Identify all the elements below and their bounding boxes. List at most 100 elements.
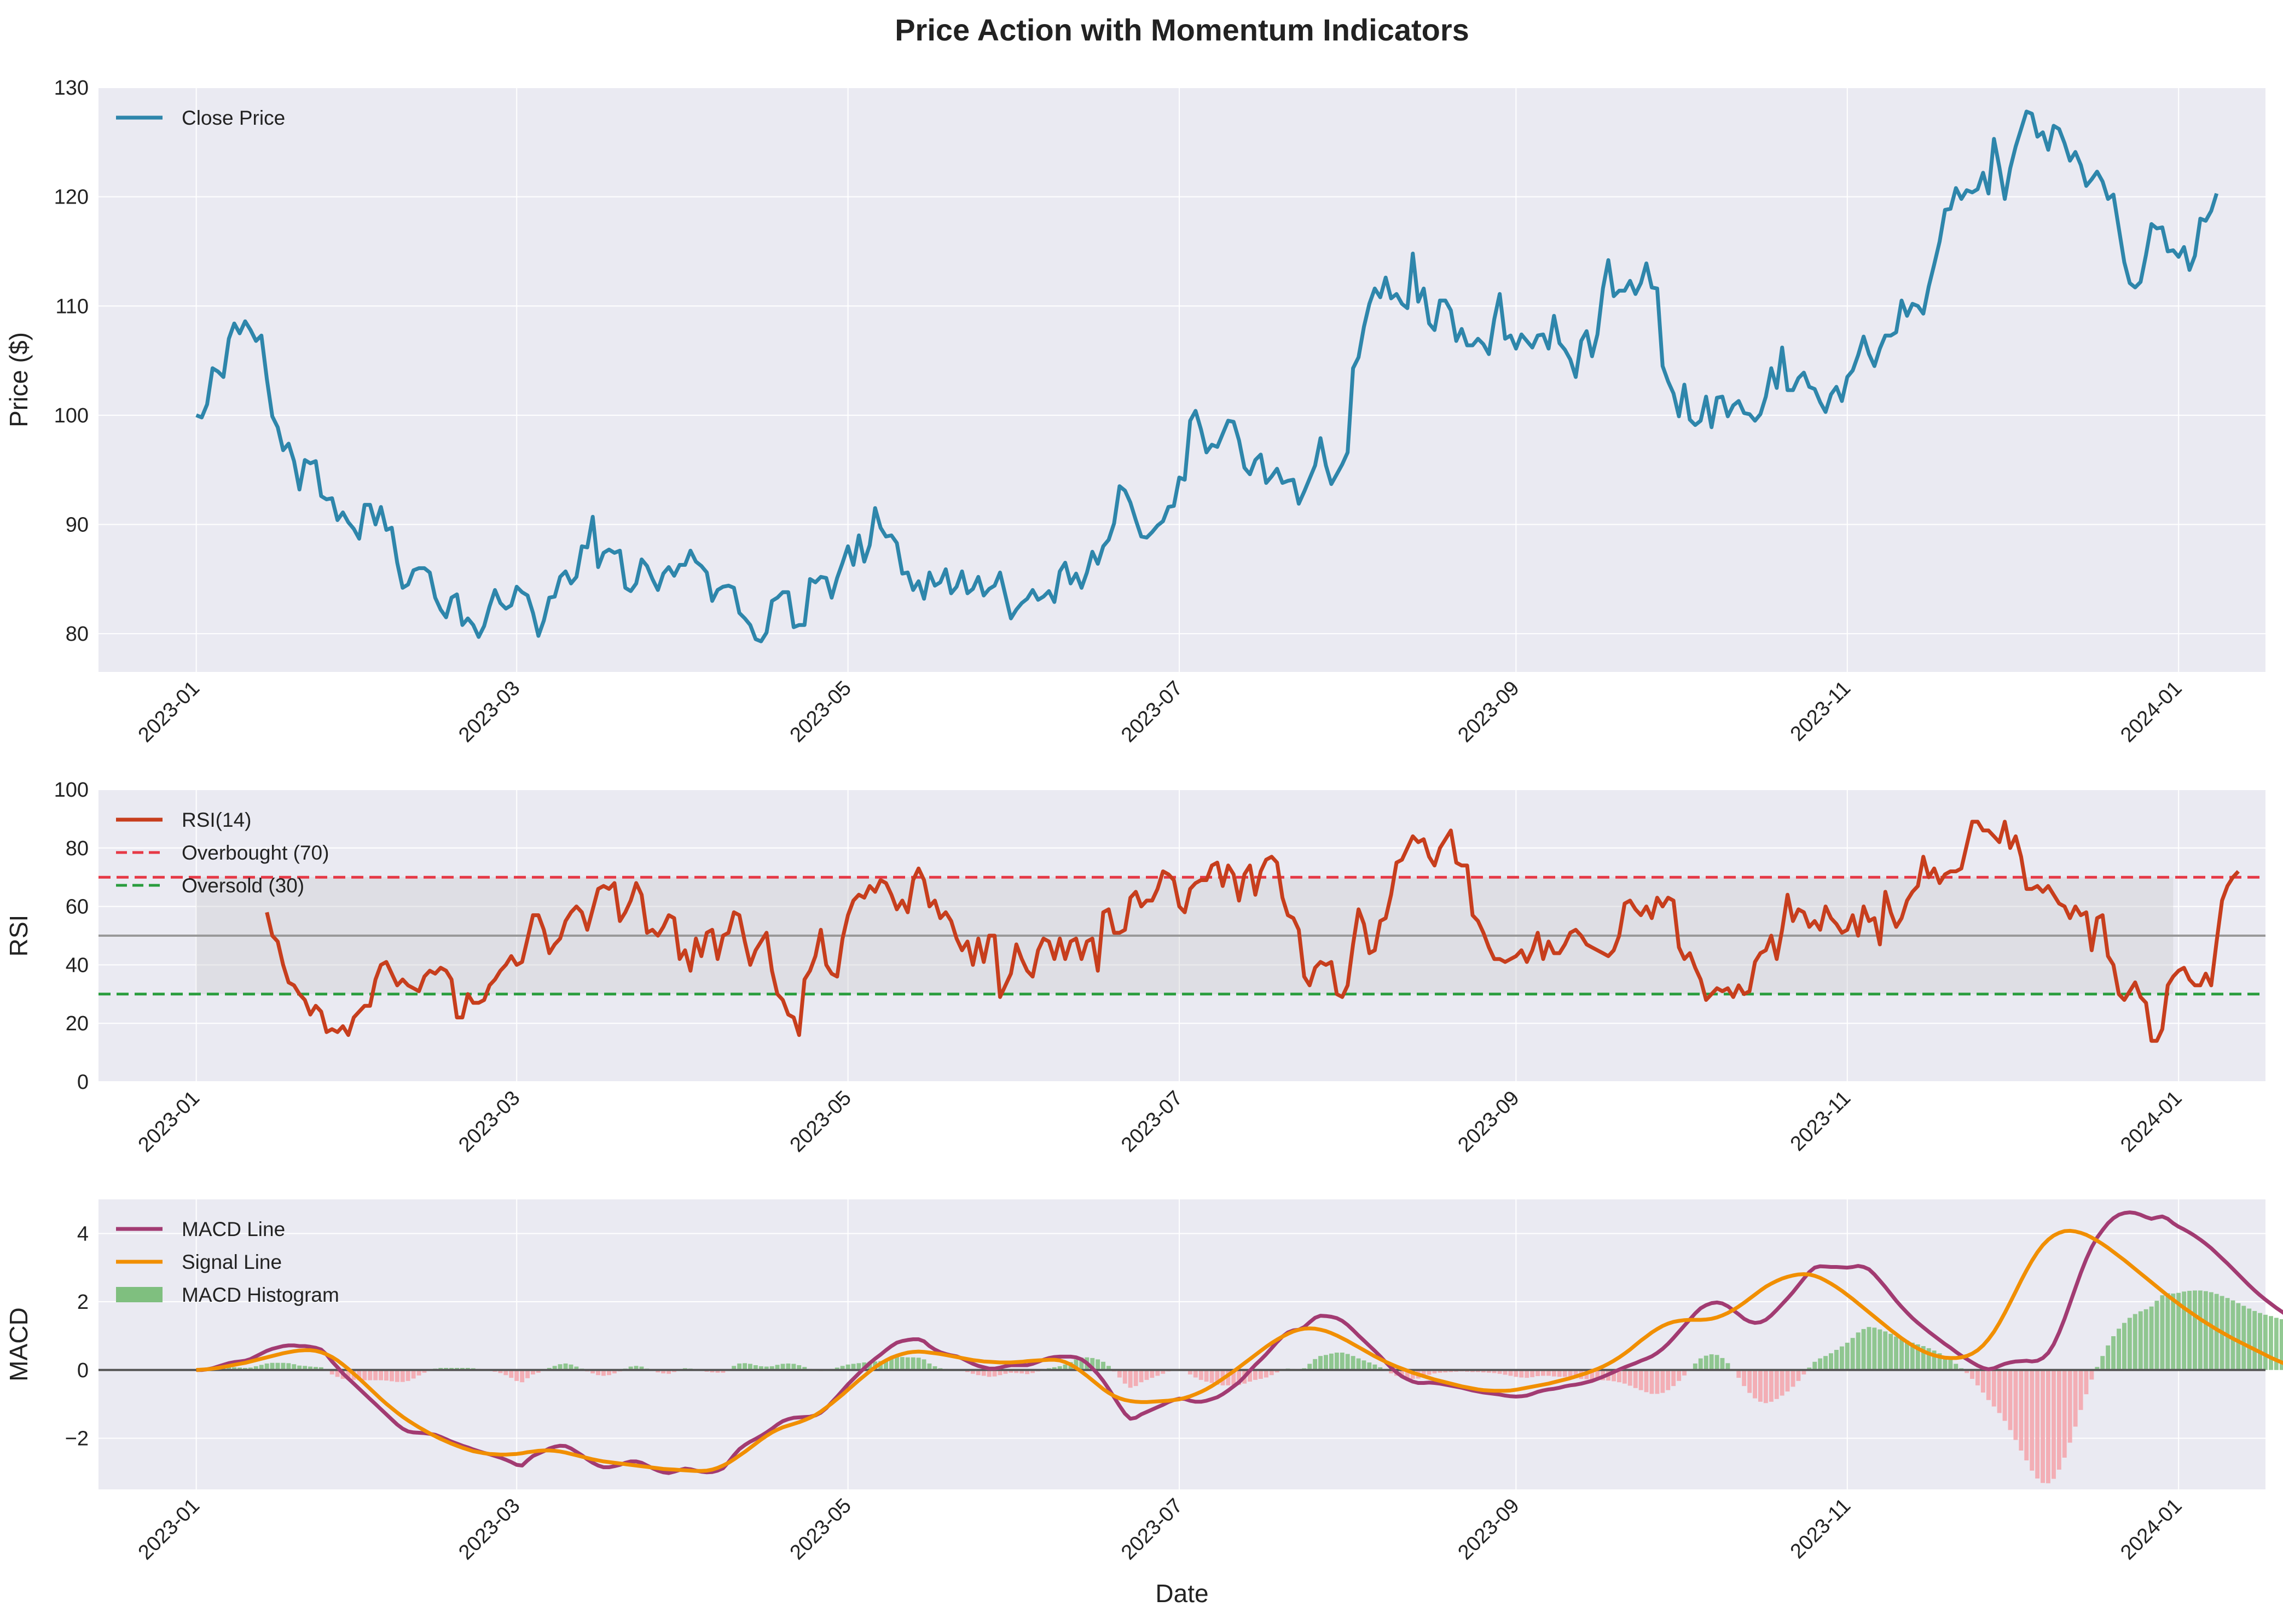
histogram-bar: [2279, 1319, 2283, 1370]
histogram-bar: [1345, 1354, 1350, 1370]
histogram-bar: [2269, 1316, 2273, 1370]
histogram-bar: [1627, 1370, 1632, 1386]
histogram-bar: [753, 1365, 758, 1370]
histogram-bar: [1720, 1358, 1725, 1370]
histogram-bar: [1894, 1336, 1898, 1370]
histogram-bar: [232, 1367, 237, 1370]
histogram-bar: [2078, 1370, 2083, 1410]
x-tick-label: 2023-09: [1453, 677, 1523, 747]
histogram-bar: [1888, 1333, 1893, 1370]
x-tick-label: 2023-09: [1453, 1087, 1523, 1157]
histogram-bar: [1090, 1358, 1095, 1370]
x-tick-label: 2023-01: [134, 677, 204, 747]
histogram-bar: [1622, 1370, 1627, 1384]
histogram-bar: [329, 1370, 334, 1374]
signal-line: [196, 1228, 2283, 1473]
x-tick-label: 2024-01: [2116, 1087, 2186, 1157]
plot-area: [98, 88, 2265, 672]
histogram-bar: [1562, 1370, 1567, 1377]
histogram-bar: [596, 1370, 600, 1376]
histogram-bar: [531, 1370, 535, 1374]
histogram-bar: [1725, 1363, 1730, 1370]
histogram-bar: [1617, 1370, 1621, 1383]
y-axis-label: Price ($): [4, 332, 33, 427]
histogram-bar: [1633, 1370, 1638, 1388]
macd-line: [196, 1210, 2283, 1475]
x-tick-label: 2023-07: [1117, 1494, 1187, 1564]
histogram-bar: [2056, 1370, 2061, 1470]
histogram-bar: [379, 1370, 383, 1381]
histogram-bar: [314, 1367, 318, 1370]
histogram-bar: [884, 1360, 888, 1370]
histogram-bar: [1682, 1370, 1687, 1376]
histogram-bar: [2117, 1329, 2121, 1370]
histogram-bar: [1535, 1370, 1540, 1376]
histogram-bar: [1438, 1370, 1442, 1373]
histogram-bar: [1568, 1370, 1573, 1377]
histogram-bar: [1253, 1370, 1258, 1380]
histogram-bar: [1703, 1355, 1708, 1370]
rsi-panel: 0 20 40 60 80 100 2023-01 2023-03 2023-05 2023-07…: [4, 779, 2265, 1157]
histogram-bar: [791, 1364, 796, 1370]
histogram-bar: [1427, 1370, 1432, 1375]
histogram-bar: [656, 1370, 660, 1373]
y-tick-label: 60: [66, 896, 89, 919]
histogram-bar: [2193, 1290, 2197, 1370]
histogram-bar: [780, 1364, 785, 1370]
y-axis-label: MACD: [4, 1307, 33, 1381]
histogram-bar: [259, 1365, 264, 1370]
y-tick-label: 0: [77, 1359, 89, 1382]
histogram-bar: [2046, 1370, 2050, 1483]
histogram-bar: [1905, 1341, 1909, 1370]
histogram-bar: [227, 1367, 231, 1370]
histogram-bar: [384, 1370, 389, 1381]
histogram-bar: [661, 1370, 666, 1373]
histogram-bar: [764, 1366, 769, 1370]
histogram-bar: [1649, 1370, 1654, 1394]
histogram-bar: [1530, 1370, 1535, 1377]
histogram-bar: [1709, 1354, 1714, 1370]
y-tick-label: −2: [65, 1427, 89, 1450]
histogram-bar: [1106, 1366, 1111, 1370]
histogram-bar: [1074, 1359, 1079, 1370]
histogram-bar: [574, 1366, 579, 1370]
y-tick-label: 110: [55, 295, 89, 318]
histogram-bar: [895, 1357, 899, 1370]
histogram-bar: [1839, 1346, 1844, 1370]
histogram-bar: [2089, 1370, 2094, 1380]
histogram-bar: [2198, 1290, 2203, 1370]
histogram-bar: [1975, 1370, 1980, 1385]
histogram-bar: [2106, 1345, 2111, 1370]
histogram-bar: [520, 1370, 525, 1383]
histogram-bar: [1057, 1366, 1062, 1370]
plot-area: [98, 1199, 2265, 1489]
histogram-bar: [536, 1370, 541, 1373]
y-tick-label: 80: [66, 837, 89, 860]
histogram-bar: [1845, 1342, 1850, 1370]
histogram-bar: [2230, 1300, 2235, 1370]
histogram-bar: [1139, 1370, 1144, 1383]
histogram-bar: [2095, 1367, 2100, 1370]
histogram-bar: [970, 1370, 975, 1374]
histogram-bar: [927, 1363, 932, 1370]
histogram-bar: [253, 1366, 258, 1370]
histogram-bar: [2122, 1323, 2126, 1370]
chart-title: Price Action with Momentum Indicators: [895, 13, 1469, 47]
histogram-bar: [1769, 1370, 1774, 1402]
histogram-bar: [628, 1366, 633, 1370]
histogram-bar: [1943, 1356, 1948, 1370]
histogram-bar: [1155, 1370, 1160, 1376]
histogram-bar: [2041, 1370, 2045, 1483]
histogram-bar: [1063, 1364, 1068, 1370]
histogram-bar: [900, 1357, 905, 1370]
price-panel: 80 90 100 110 120 130 2023-01 2023-03 2023-05 202…: [4, 77, 2265, 747]
histogram-bar: [357, 1370, 362, 1381]
y-tick-label: 80: [66, 623, 89, 646]
histogram-bar: [607, 1370, 611, 1376]
histogram-bar: [1400, 1370, 1404, 1378]
x-tick-label: 2023-11: [1786, 677, 1855, 746]
histogram-bar: [590, 1370, 595, 1373]
histogram-bar: [308, 1366, 312, 1370]
histogram-bar: [303, 1366, 308, 1370]
